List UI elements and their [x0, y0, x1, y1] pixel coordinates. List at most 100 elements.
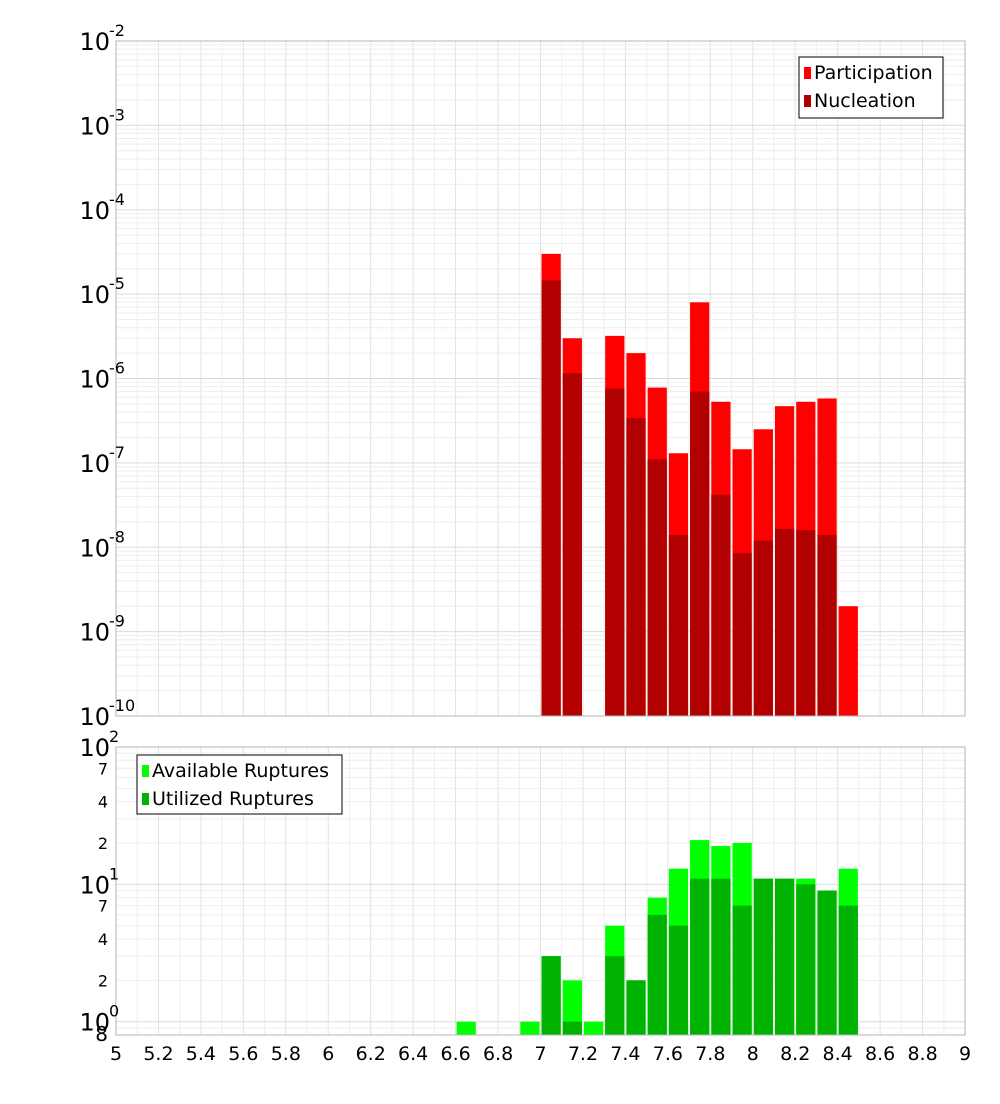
x-tick-label: 5 [110, 1043, 122, 1065]
rate-bar-nucleation [796, 530, 816, 716]
top-y-tick-label-base: 10 [79, 450, 110, 478]
x-tick-label: 7.6 [653, 1043, 683, 1065]
x-tick-label: 8.4 [823, 1043, 853, 1065]
top-y-tick-label-exp: -3 [109, 105, 125, 124]
x-tick-label: 7.4 [610, 1043, 640, 1065]
rate-bar-nucleation [732, 553, 752, 716]
top-y-tick-label-base: 10 [79, 366, 110, 394]
bottom-legend-entry: Available Ruptures [152, 760, 329, 782]
count-bar-utilized-ruptures [838, 905, 858, 1035]
bottom-legend-swatch [142, 793, 149, 805]
top-legend-box [798, 56, 944, 119]
bottom-y-minor-label: 4 [98, 930, 108, 949]
x-tick-label: 6.2 [356, 1043, 386, 1065]
top-y-tick-label: 10 -7 [79, 443, 125, 478]
rate-bar-nucleation [711, 494, 731, 716]
count-bar-available-ruptures [583, 1021, 604, 1035]
x-tick-label: 8.2 [780, 1043, 810, 1065]
bottom-y-major-label-exp: 1 [109, 864, 119, 883]
x-tick-label: 5.6 [228, 1043, 258, 1065]
top-y-tick-label-exp: -8 [109, 527, 125, 546]
bottom-y-major-label-base: 10 [79, 734, 110, 762]
bottom-y-major-label: 10 0 [79, 1002, 119, 1037]
top-y-tick-label-exp: -9 [109, 612, 125, 631]
x-tick-label: 7 [534, 1043, 546, 1065]
bottom-y-major-label-exp: 2 [109, 727, 119, 746]
count-bar-utilized-ruptures [732, 905, 752, 1035]
rate-bar-nucleation [668, 534, 689, 716]
rate-bar-nucleation [541, 280, 561, 716]
top-y-tick-label: 10 -10 [79, 696, 135, 731]
x-tick-label: 8.6 [865, 1043, 895, 1065]
x-tick-label: 6.4 [398, 1043, 428, 1065]
x-tick-label: 5.4 [186, 1043, 216, 1065]
top-y-tick-label: 10 -4 [79, 190, 125, 225]
top-y-tick-label-base: 10 [79, 112, 110, 140]
top-y-tick-label-base: 10 [79, 28, 110, 56]
count-bar-utilized-ruptures [690, 878, 710, 1035]
count-bar-available-ruptures [456, 1021, 476, 1035]
count-bar-utilized-ruptures [541, 956, 561, 1035]
bottom-legend-entry: Utilized Ruptures [152, 788, 314, 810]
top-y-tick-label-exp: -6 [109, 359, 125, 378]
top-y-tick-label-exp: -2 [109, 21, 125, 40]
top-y-tick-label-exp: -10 [109, 696, 135, 715]
rate-bar-nucleation [605, 388, 625, 716]
count-bar-utilized-ruptures [562, 1021, 582, 1035]
rate-bar-nucleation [753, 540, 773, 716]
count-bar-utilized-ruptures [626, 980, 646, 1035]
x-tick-label: 6.8 [483, 1043, 513, 1065]
count-bar-utilized-ruptures [668, 925, 689, 1035]
rate-bar-nucleation [626, 418, 646, 716]
bottom-y-minor-label: 8 [95, 1022, 108, 1046]
bottom-y-major-label-base: 10 [79, 871, 110, 899]
top-y-tick-label-base: 10 [79, 703, 110, 731]
top-y-tick-label-base: 10 [79, 281, 110, 309]
bottom-y-major-label: 10 1 [79, 864, 119, 899]
bottom-y-minor-label: 7 [98, 759, 108, 778]
top-legend-entry: Nucleation [814, 90, 916, 112]
top-legend-swatch [804, 95, 811, 107]
rate-bar-nucleation [817, 534, 837, 716]
count-bar-available-ruptures [562, 980, 582, 1035]
top-plot-frame [115, 40, 966, 717]
count-bar-available-ruptures [520, 1021, 540, 1035]
bottom-y-major-label-base: 10 [79, 1009, 110, 1037]
top-y-tick-label: 10 -6 [79, 359, 125, 394]
top-y-tick-label-exp: -7 [109, 443, 125, 462]
bottom-legend-swatch [142, 765, 149, 777]
x-tick-label: 7.2 [568, 1043, 598, 1065]
top-y-tick-label-exp: -4 [109, 190, 125, 209]
bottom-y-minor-label: 7 [98, 897, 108, 916]
bottom-plot-frame [115, 746, 966, 1036]
top-legend-swatch [804, 67, 811, 79]
rate-bar-nucleation [690, 391, 710, 716]
bottom-y-minor-label: 2 [98, 971, 108, 990]
rate-bar-nucleation [774, 528, 795, 716]
x-tick-label: 5.2 [143, 1043, 173, 1065]
count-bar-utilized-ruptures [774, 878, 795, 1035]
count-bar-utilized-ruptures [647, 914, 667, 1035]
count-bar-utilized-ruptures [796, 884, 816, 1035]
x-tick-label: 9 [959, 1043, 971, 1065]
top-y-tick-label-base: 10 [79, 619, 110, 647]
count-bar-utilized-ruptures [753, 878, 773, 1035]
top-y-tick-label-exp: -5 [109, 274, 125, 293]
x-tick-label: 8 [747, 1043, 759, 1065]
top-legend: Participation Nucleation [798, 56, 944, 119]
rate-bar-nucleation [562, 373, 582, 716]
bottom-legend: Available Ruptures Utilized Ruptures [136, 754, 343, 815]
x-tick-label: 7.8 [695, 1043, 725, 1065]
rate-bar-nucleation [647, 459, 667, 716]
count-bar-utilized-ruptures [711, 878, 731, 1035]
bottom-y-minor-label: 4 [98, 793, 108, 812]
top-y-tick-label: 10 -5 [79, 274, 125, 309]
count-bar-utilized-ruptures [817, 890, 837, 1035]
top-y-tick-label: 10 -8 [79, 527, 125, 562]
x-tick-label: 8.8 [907, 1043, 937, 1065]
bottom-legend-box [136, 754, 343, 815]
rate-bar-participation [838, 606, 858, 716]
count-bar-utilized-ruptures [605, 956, 625, 1035]
